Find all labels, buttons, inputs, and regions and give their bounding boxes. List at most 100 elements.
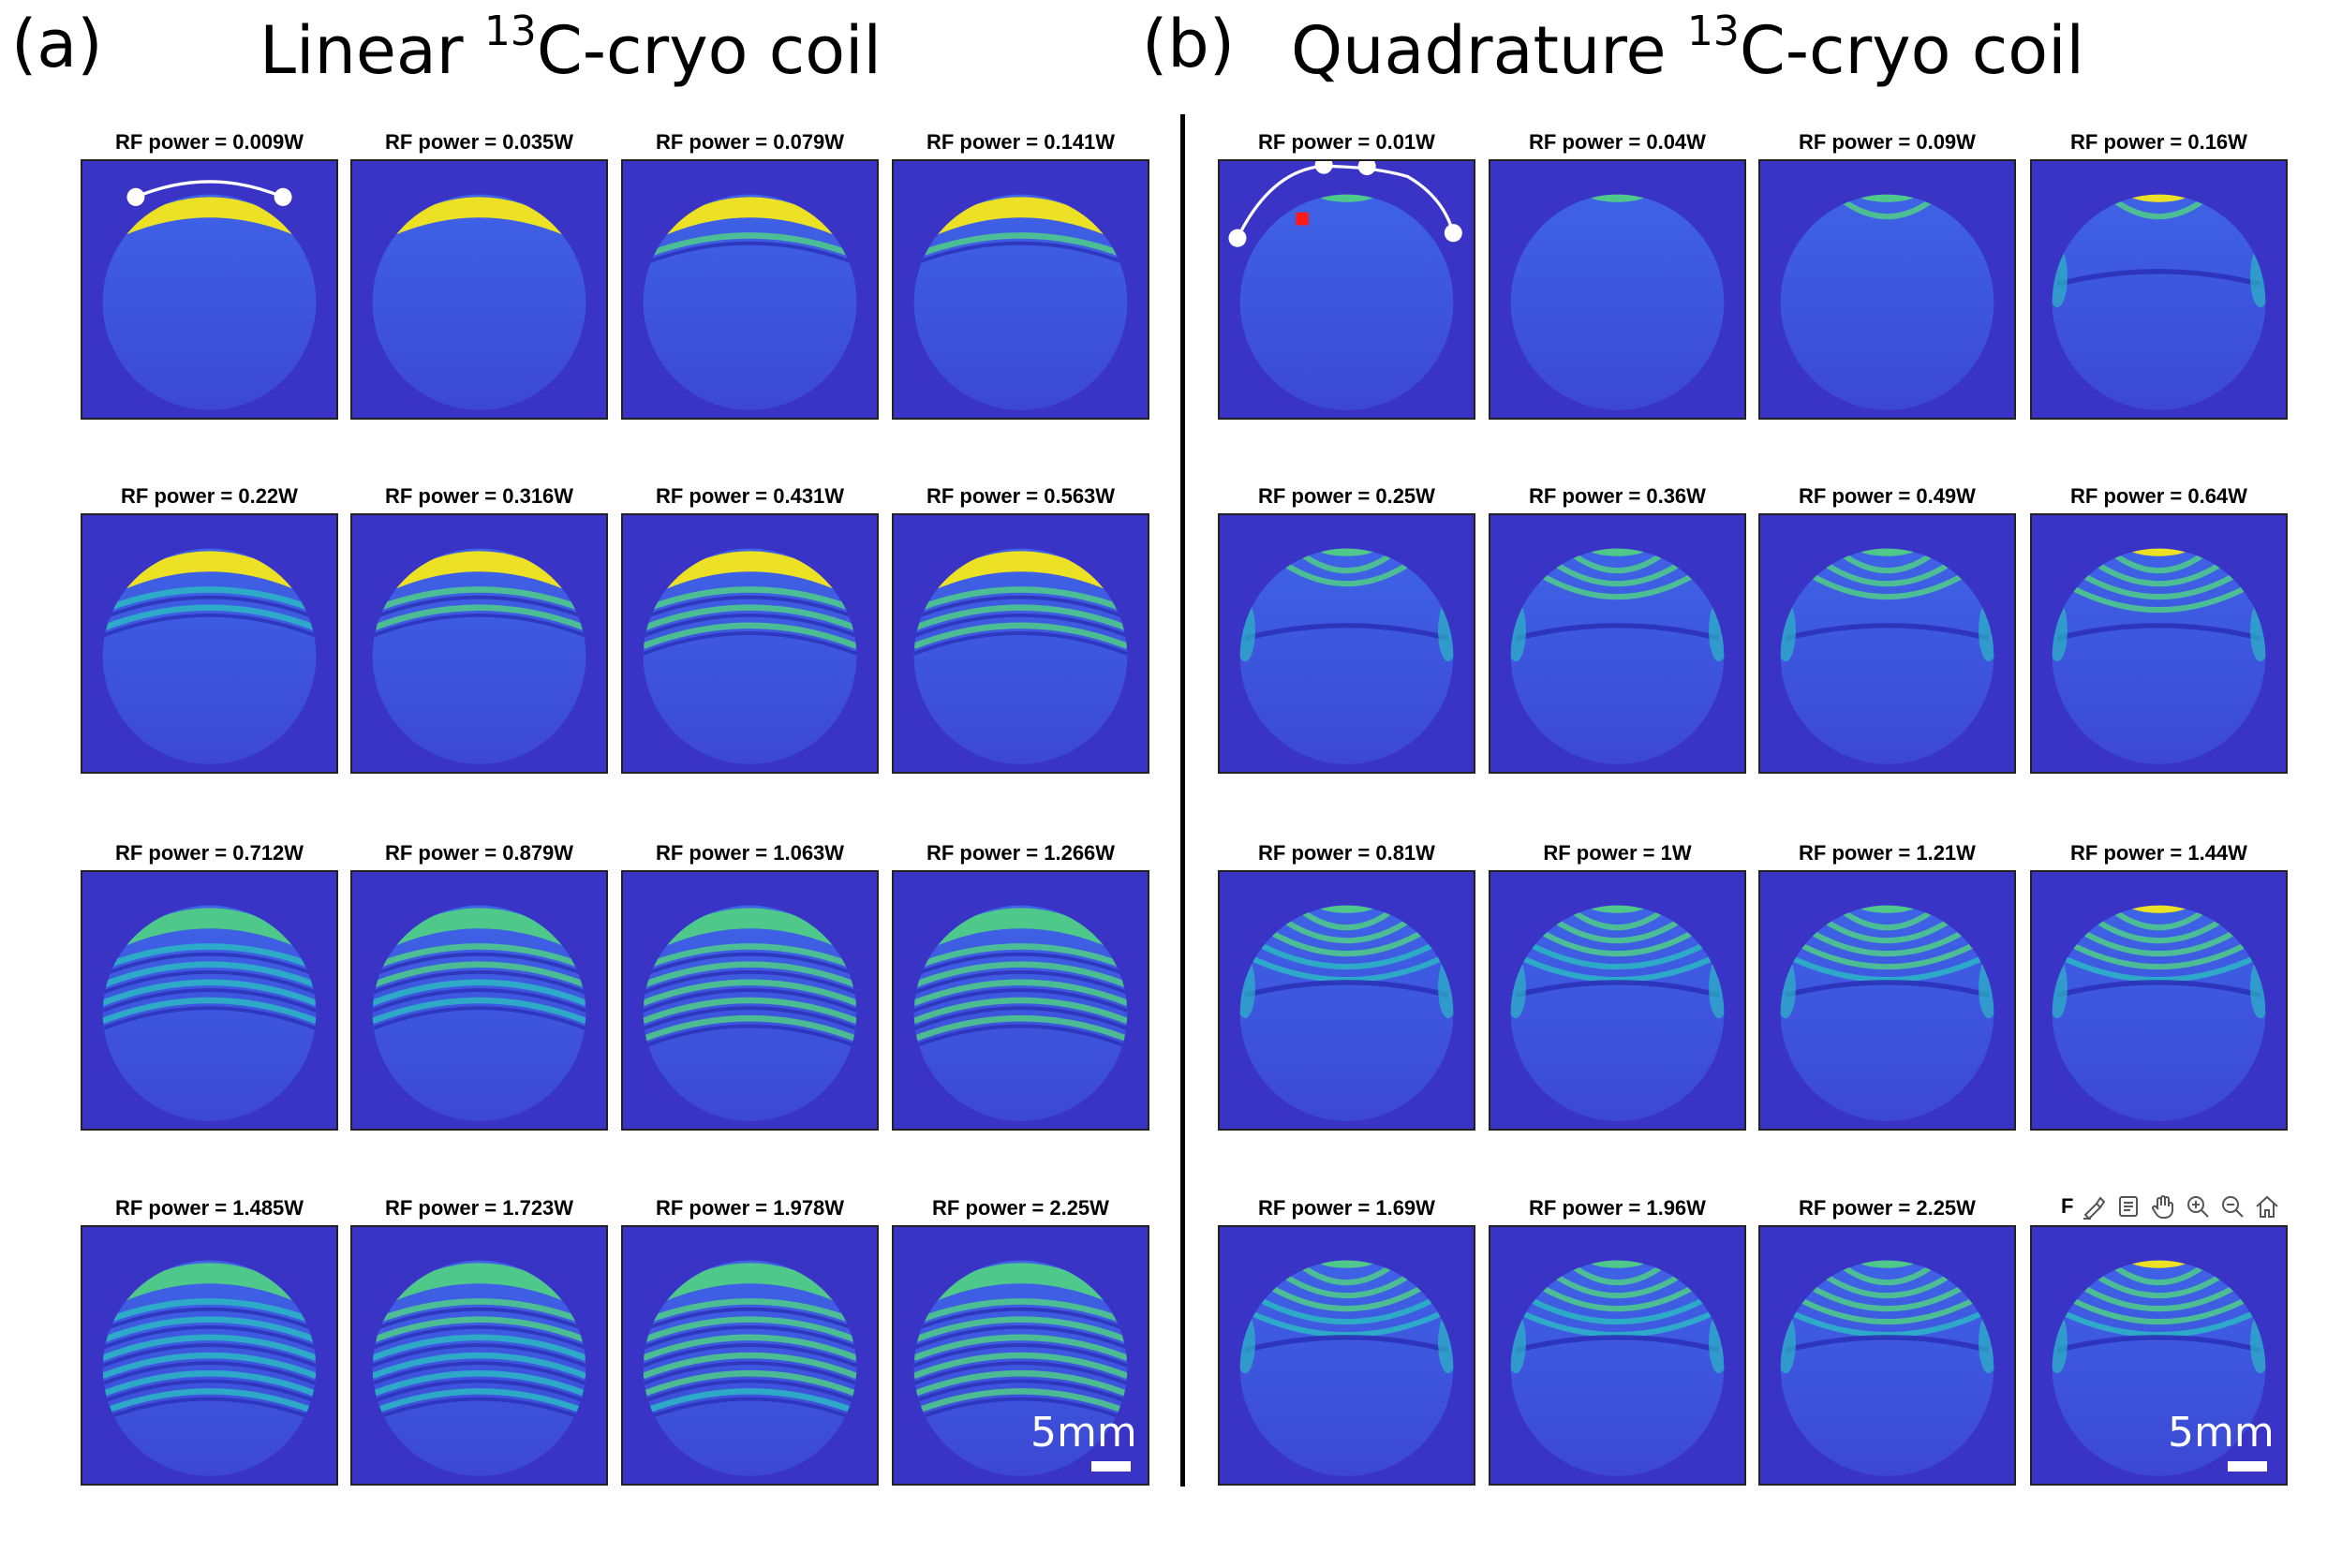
tile-rf-power-label: RF power = 0.431W <box>655 484 845 508</box>
mri-slice-image <box>81 870 338 1131</box>
image-tile: RF power = 1W <box>1489 841 1746 1131</box>
image-tile: RF power = 1.96W <box>1489 1196 1746 1486</box>
tile-rf-power-label: RF power = 0.879W <box>384 841 574 865</box>
mri-slice-image <box>1218 159 1475 420</box>
image-tile: RF power = 0.81W <box>1218 841 1475 1131</box>
mri-slice-image <box>1218 870 1475 1131</box>
data-tips-icon[interactable] <box>2112 1191 2144 1222</box>
mri-slice-image <box>1489 870 1746 1131</box>
tile-rf-power-label: RF power = 0.09W <box>1799 130 1976 154</box>
image-tile: RF power = 0.141W <box>892 130 1149 420</box>
tile-rf-power-label: RF power = 0.49W <box>1799 484 1976 508</box>
tile-rf-power-label: RF power = 0.712W <box>114 841 304 865</box>
panel-a-scale-label: 5mm <box>1030 1409 1137 1457</box>
mri-slice-image <box>1758 870 2016 1131</box>
tile-rf-power-label: RF power = 0.035W <box>384 130 574 154</box>
tile-rf-power-label: RF power = 1.21W <box>1799 841 1976 865</box>
mri-slice-image <box>1489 513 1746 774</box>
mri-slice-image <box>1218 1225 1475 1486</box>
mri-slice-image <box>1489 1225 1746 1486</box>
tile-rf-power-label: RF power = 1.723W <box>384 1196 574 1220</box>
panel-a-title-superscript: 13 <box>483 7 537 55</box>
tile-rf-power-label: RF power = 0.36W <box>1529 484 1706 508</box>
panel-b-title-pre: Quadrature <box>1291 12 1687 89</box>
image-tile: RF power = 0.25W <box>1218 484 1475 774</box>
image-tile: RF power = 0.879W <box>350 841 608 1131</box>
panel-b-scale-label: 5mm <box>2168 1409 2275 1457</box>
mri-slice-image <box>2030 870 2288 1131</box>
image-tile: RF power = 1.44W <box>2030 841 2288 1131</box>
mri-slice-image <box>892 870 1149 1131</box>
image-tile: RF power = 0.16W <box>2030 130 2288 420</box>
tile-rf-power-label: RF power = 0.563W <box>926 484 1116 508</box>
tile-rf-power-label: RF power = 1.96W <box>1529 1196 1706 1220</box>
mri-slice-image <box>81 513 338 774</box>
mri-slice-image <box>81 159 338 420</box>
toolbar-clipped-label: F <box>2061 1194 2074 1218</box>
image-tile: RF power = 1.21W <box>1758 841 2016 1131</box>
mri-slice-image <box>892 513 1149 774</box>
zoom-in-icon[interactable] <box>2182 1191 2214 1222</box>
mri-slice-image <box>1758 1225 2016 1486</box>
pan-hand-icon[interactable] <box>2147 1191 2179 1222</box>
tile-rf-power-label: RF power = 0.16W <box>2070 130 2247 154</box>
panel-a-letter: (a) <box>11 6 103 82</box>
image-tile: RF power = 0.431W <box>621 484 879 774</box>
tile-rf-power-label: RF power = 2.25W <box>932 1196 1109 1220</box>
mri-slice-image <box>350 513 608 774</box>
mri-slice-image <box>1758 159 2016 420</box>
panel-b-letter: (b) <box>1142 6 1236 82</box>
image-tile: RF power = 1.723W <box>350 1196 608 1486</box>
mri-slice-image <box>2030 159 2288 420</box>
tile-rf-power-label: RF power = 1.44W <box>2070 841 2247 865</box>
mri-slice-image <box>350 1225 608 1486</box>
image-tile: RF power = 1.485W <box>81 1196 338 1486</box>
image-tile: RF power = 1.266W <box>892 841 1149 1131</box>
image-tile: RF power = 0.36W <box>1489 484 1746 774</box>
image-tile: RF power = 0.009W <box>81 130 338 420</box>
panel-b-title: Quadrature 13C-cryo coil <box>1291 11 2084 84</box>
tile-rf-power-label: RF power = 0.009W <box>114 130 304 154</box>
image-tile: RF power = 1.978W <box>621 1196 879 1486</box>
mri-slice-image <box>621 159 879 420</box>
mri-slice-image <box>1218 513 1475 774</box>
image-tile: RF power = 0.04W <box>1489 130 1746 420</box>
tile-rf-power-label: RF power = 1.978W <box>655 1196 845 1220</box>
mri-slice-image <box>892 159 1149 420</box>
tile-rf-power-label: RF power = 0.01W <box>1258 130 1435 154</box>
image-tile: RF power = 0.316W <box>350 484 608 774</box>
image-tile: RF power = 1.063W <box>621 841 879 1131</box>
image-tile: RF power = 2.25W <box>1758 1196 2016 1486</box>
tile-rf-power-label: RF power = 0.316W <box>384 484 574 508</box>
tile-rf-power-label: RF power = 1.69W <box>1258 1196 1435 1220</box>
mri-slice-image <box>2030 513 2288 774</box>
image-tile: RF power = 0.09W <box>1758 130 2016 420</box>
tile-rf-power-label: RF power = 1.266W <box>926 841 1116 865</box>
mri-slice-image <box>350 159 608 420</box>
zoom-out-icon[interactable] <box>2216 1191 2248 1222</box>
image-tile: RF power = 1.69W <box>1218 1196 1475 1486</box>
mri-slice-image <box>1758 513 2016 774</box>
panel-a-scale-bar <box>1091 1461 1131 1472</box>
mri-slice-image <box>621 513 879 774</box>
tile-rf-power-label: RF power = 1.485W <box>114 1196 304 1220</box>
panel-divider <box>1180 114 1185 1487</box>
mri-slice-image <box>81 1225 338 1486</box>
panel-b-scale-bar <box>2228 1461 2267 1472</box>
tile-rf-power-label: RF power = 1.063W <box>655 841 845 865</box>
image-tile: RF power = 2.25W <box>892 1196 1149 1486</box>
image-tile: RF power = 0.49W <box>1758 484 2016 774</box>
mri-slice-image <box>892 1225 1149 1486</box>
mri-slice-image <box>621 1225 879 1486</box>
tile-rf-power-label: RF power = 0.22W <box>121 484 298 508</box>
brush-icon[interactable] <box>2078 1191 2110 1222</box>
tile-rf-power-label: RF power = 0.079W <box>655 130 845 154</box>
home-icon[interactable] <box>2251 1191 2283 1222</box>
panel-a-title-pre: Linear <box>259 12 484 89</box>
figure-toolbar: F <box>2061 1190 2283 1223</box>
panel-a-title-post: C-cryo coil <box>536 12 882 89</box>
image-tile: RF power = 0.22W <box>81 484 338 774</box>
tile-rf-power-label: RF power = 0.64W <box>2070 484 2247 508</box>
tile-rf-power-label: RF power = 0.04W <box>1529 130 1706 154</box>
image-tile: RF power = 0.712W <box>81 841 338 1131</box>
